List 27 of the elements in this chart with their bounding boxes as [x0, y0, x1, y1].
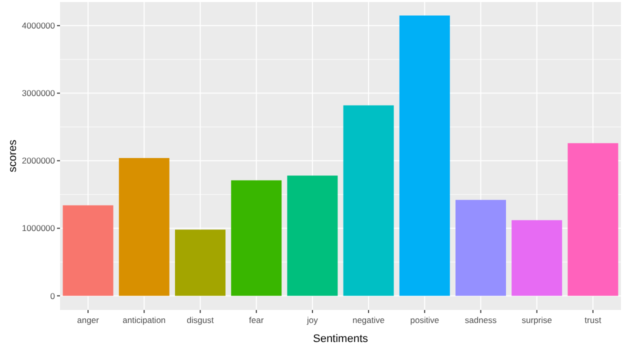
y-tick-label: 3000000	[22, 88, 56, 98]
x-tick-label: positive	[410, 315, 440, 325]
bar	[118, 158, 170, 296]
x-tick-label: joy	[306, 315, 319, 325]
y-tick-label: 2000000	[22, 156, 56, 166]
x-tick-label: fear	[249, 315, 264, 325]
x-tick-label: sadness	[464, 315, 497, 325]
x-axis-title: Sentiments	[312, 333, 369, 344]
bar	[568, 143, 618, 296]
bar	[343, 105, 394, 296]
x-tick-label: negative	[352, 315, 385, 325]
bar	[62, 205, 114, 296]
x-tick-label: trust	[584, 315, 602, 325]
y-tick-label: 1000000	[22, 223, 56, 234]
y-tick-label: 0	[50, 290, 56, 301]
bar	[512, 220, 562, 296]
bar	[456, 200, 506, 296]
x-tick-label: surprise	[522, 315, 552, 325]
y-tick-label: 4000000	[22, 20, 56, 31]
x-tick-label: anticipation	[122, 315, 166, 325]
x-tick-label: disgust	[186, 315, 214, 325]
bar	[231, 180, 282, 296]
x-tick-label: anger	[77, 315, 100, 325]
bar	[399, 16, 450, 296]
bar	[287, 176, 338, 296]
y-axis-title: scores	[7, 139, 19, 172]
bar	[175, 230, 226, 296]
